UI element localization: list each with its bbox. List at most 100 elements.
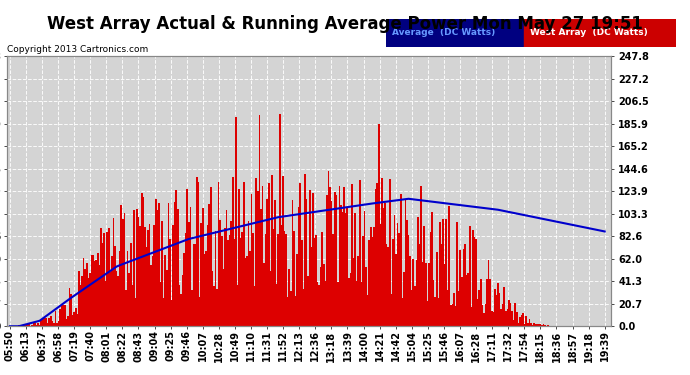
Bar	[333, 234, 334, 326]
Bar	[193, 244, 195, 326]
Bar	[135, 298, 137, 326]
Bar	[404, 200, 406, 326]
Bar	[453, 293, 455, 326]
Bar	[417, 216, 419, 326]
Bar	[55, 311, 57, 326]
Bar	[150, 265, 152, 326]
Bar	[153, 225, 155, 326]
Bar	[62, 305, 64, 326]
Bar	[293, 231, 295, 326]
Bar	[431, 212, 433, 326]
Bar	[202, 208, 204, 326]
Bar	[475, 239, 477, 326]
Bar	[112, 218, 115, 326]
Bar	[141, 193, 143, 326]
Bar	[197, 182, 199, 326]
Bar	[529, 319, 530, 326]
Bar	[471, 308, 472, 326]
Bar	[191, 290, 193, 326]
Bar	[127, 251, 128, 326]
Bar	[255, 178, 257, 326]
Bar	[524, 19, 676, 47]
Bar	[282, 176, 284, 326]
Bar	[312, 193, 314, 326]
Bar	[157, 210, 158, 326]
Bar	[521, 315, 522, 326]
Bar	[290, 291, 292, 326]
Bar	[239, 237, 241, 326]
Bar	[41, 320, 42, 326]
Bar	[254, 286, 255, 326]
Bar	[506, 309, 509, 326]
Bar	[271, 175, 273, 326]
Bar	[119, 251, 121, 326]
Bar	[19, 324, 20, 326]
Bar	[177, 209, 179, 326]
Bar	[64, 305, 66, 326]
Bar	[83, 258, 84, 326]
Bar	[274, 200, 276, 326]
Bar	[277, 234, 279, 326]
Bar	[298, 207, 299, 326]
Bar	[382, 208, 384, 326]
Bar	[241, 232, 243, 326]
Bar	[243, 182, 244, 326]
Bar	[393, 215, 395, 326]
Bar	[532, 325, 533, 326]
Bar	[408, 235, 409, 326]
Bar	[337, 282, 339, 326]
Bar	[45, 318, 47, 326]
Bar	[152, 256, 154, 326]
Bar	[101, 243, 104, 326]
Bar	[185, 233, 186, 326]
Bar	[419, 244, 420, 326]
Bar	[499, 293, 500, 326]
Bar	[288, 269, 290, 326]
Bar	[238, 189, 240, 326]
Text: Average  (DC Watts): Average (DC Watts)	[392, 28, 495, 38]
Bar	[266, 199, 268, 326]
Bar	[326, 195, 328, 326]
Bar	[391, 294, 392, 326]
Bar	[302, 289, 304, 326]
Bar	[221, 236, 223, 326]
Bar	[301, 240, 303, 326]
Bar	[204, 254, 206, 326]
Bar	[530, 322, 532, 326]
Bar	[262, 186, 264, 326]
Bar	[467, 273, 469, 326]
Bar	[464, 244, 466, 326]
Bar	[478, 290, 480, 326]
Bar	[84, 269, 86, 326]
Text: West Array Actual & Running Average Power Mon May 27 19:51: West Array Actual & Running Average Powe…	[47, 15, 643, 33]
Bar	[522, 313, 524, 326]
Bar	[244, 258, 246, 326]
Bar	[110, 272, 111, 326]
Bar	[461, 276, 463, 326]
Bar	[411, 290, 413, 326]
Bar	[420, 186, 422, 326]
Bar	[350, 273, 351, 326]
Bar	[75, 308, 77, 326]
Bar	[159, 282, 161, 326]
Bar	[111, 256, 112, 326]
Bar	[441, 244, 442, 326]
Bar	[455, 306, 457, 326]
Bar	[26, 324, 28, 326]
Bar	[67, 316, 69, 326]
Bar	[445, 219, 447, 326]
Bar	[365, 267, 367, 326]
Bar	[281, 225, 282, 326]
Bar	[168, 203, 169, 326]
Bar	[108, 228, 110, 326]
Bar	[99, 266, 100, 326]
Bar	[226, 210, 227, 326]
Bar	[188, 222, 190, 326]
Bar	[484, 304, 486, 326]
Bar	[81, 276, 83, 326]
Bar	[144, 227, 146, 326]
Bar	[389, 179, 391, 326]
Bar	[116, 271, 117, 326]
Bar	[201, 224, 202, 326]
Bar	[237, 285, 238, 326]
